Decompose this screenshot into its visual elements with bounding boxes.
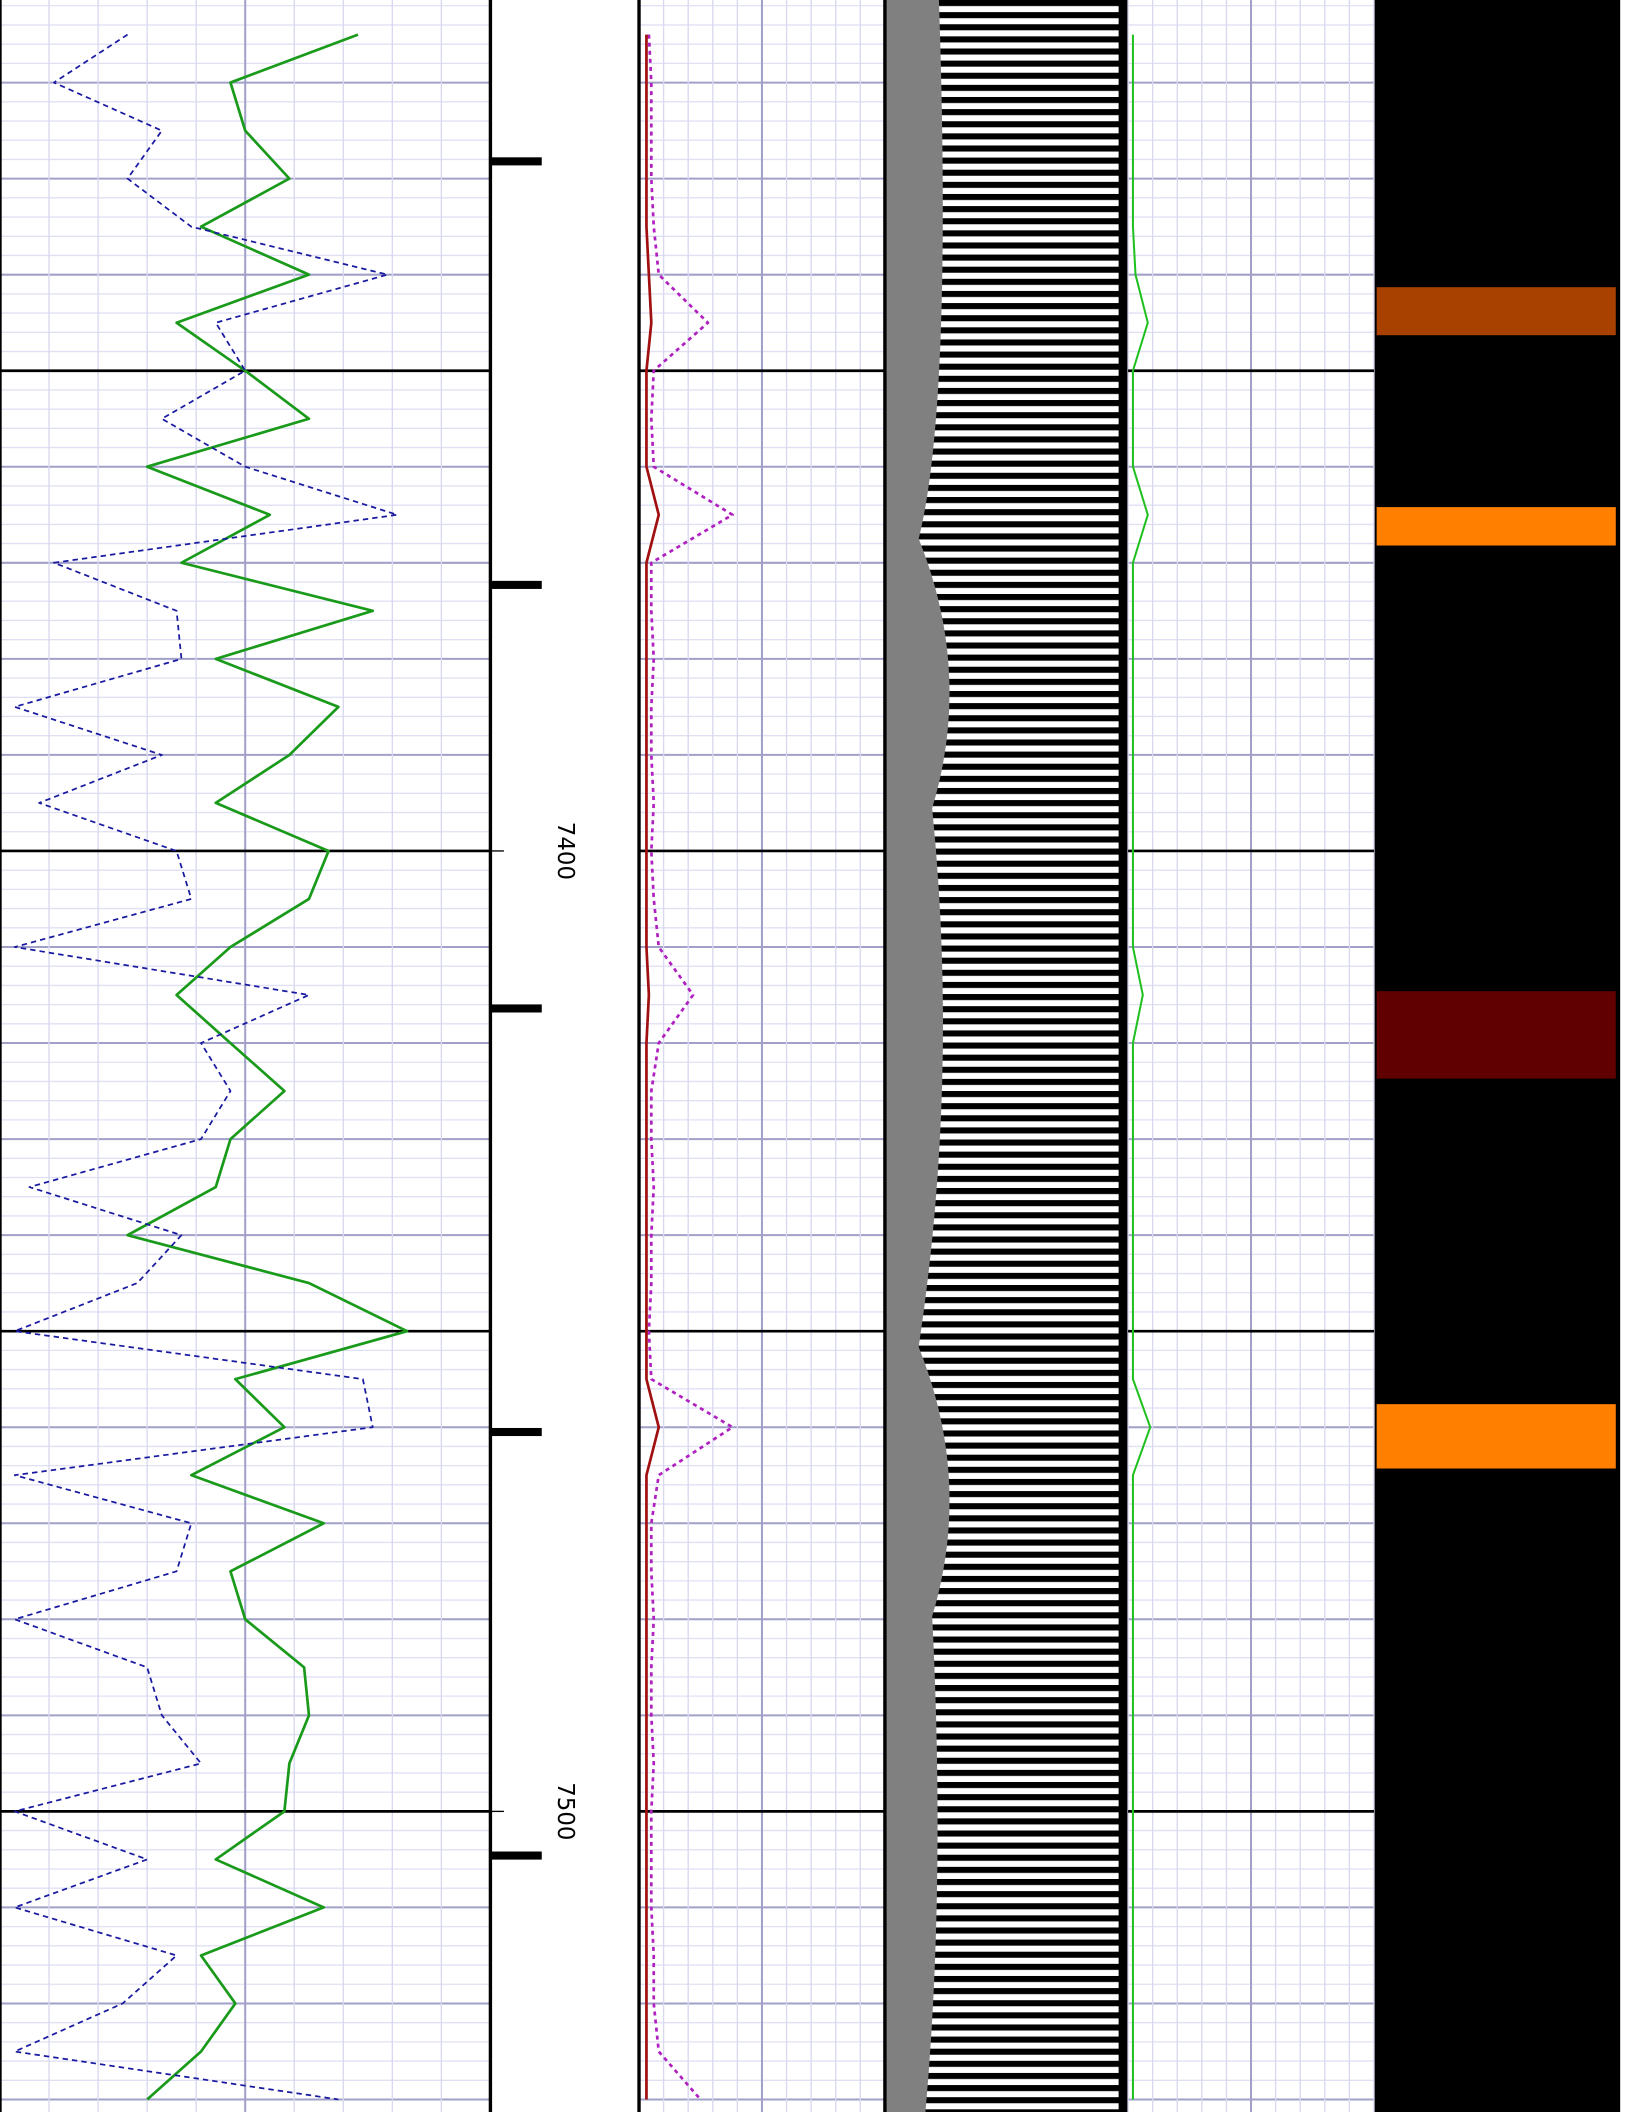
depth-label: 7400	[552, 822, 578, 880]
depth-marker	[490, 157, 542, 166]
band	[1376, 991, 1616, 1079]
depth-marker	[490, 1427, 542, 1437]
depth-label: 7500	[552, 1782, 578, 1840]
log-curve	[647, 34, 734, 2101]
image-track	[884, 0, 1129, 2112]
depth-marker	[490, 1851, 542, 1860]
depth-marker	[490, 580, 542, 589]
track-grid	[638, 0, 886, 2112]
log-curve	[13, 33, 399, 2101]
track-grid	[0, 0, 492, 2112]
band	[1376, 507, 1616, 546]
track-grid	[1127, 0, 1375, 2112]
band	[1376, 1404, 1616, 1469]
depth-marker	[490, 1004, 542, 1013]
log-curve	[645, 34, 661, 2100]
log-curve	[126, 33, 409, 2101]
band	[1376, 287, 1616, 336]
log-curve	[1131, 34, 1152, 2100]
